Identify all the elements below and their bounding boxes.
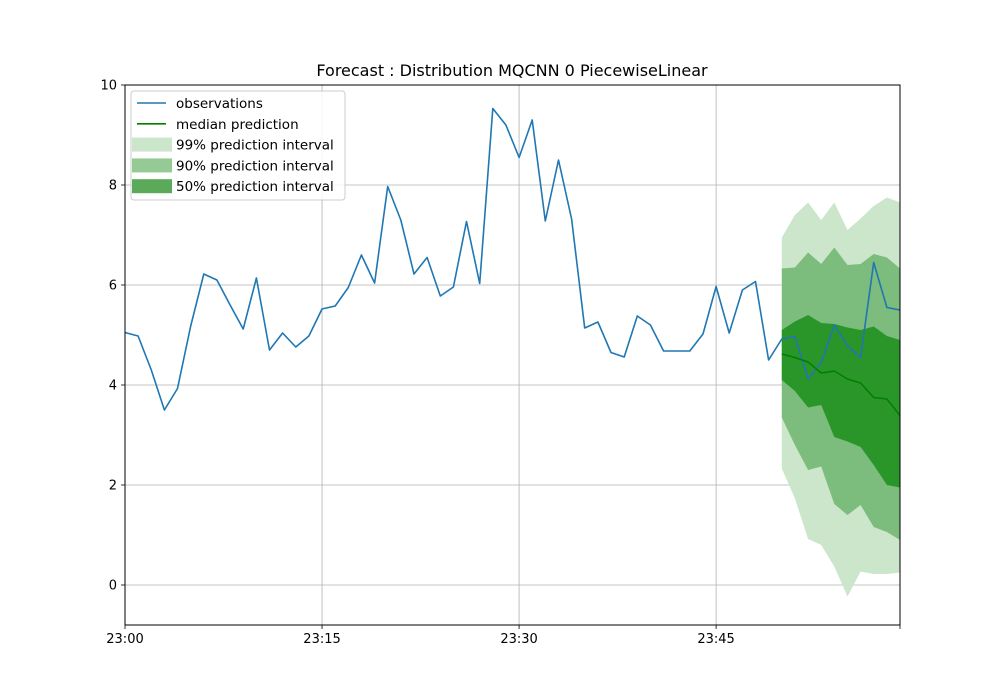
legend-label: median prediction bbox=[176, 117, 299, 133]
axes: 0 2 4 6 8 10 23:00 23:15 23:30 23:45 bbox=[100, 79, 901, 647]
observations-layer bbox=[124, 107, 901, 411]
legend-swatch-patch bbox=[132, 137, 172, 152]
x-tick-label: 23:15 bbox=[303, 632, 340, 647]
band-50-layer bbox=[781, 315, 900, 488]
y-tick-label: 10 bbox=[100, 79, 117, 94]
legend-label: 90% prediction interval bbox=[176, 158, 334, 174]
legend: observations median prediction 99% predict… bbox=[130, 90, 346, 201]
median-layer bbox=[781, 353, 901, 416]
legend-swatch-patch bbox=[132, 158, 172, 173]
y-tick-label: 4 bbox=[109, 379, 117, 394]
legend-label: observations bbox=[176, 96, 263, 112]
y-tick-label: 6 bbox=[109, 279, 117, 294]
x-tick-label: 23:00 bbox=[106, 632, 143, 647]
legend-swatch-patch bbox=[132, 179, 172, 194]
median-prediction-line bbox=[781, 353, 901, 416]
legend-box bbox=[130, 90, 346, 201]
y-tick-label: 2 bbox=[109, 479, 117, 494]
chart-title: Forecast : Distribution MQCNN 0 Piecewis… bbox=[316, 61, 708, 80]
plot-frame bbox=[124, 84, 901, 626]
legend-label: 50% prediction interval bbox=[176, 179, 334, 195]
observations-line bbox=[124, 107, 901, 411]
x-tick-label: 23:45 bbox=[697, 632, 734, 647]
band-50-interval bbox=[781, 315, 900, 488]
x-tick-label: 23:30 bbox=[500, 632, 537, 647]
legend-label: 99% prediction interval bbox=[176, 138, 334, 154]
y-tick-label: 0 bbox=[109, 579, 117, 594]
y-tick-label: 8 bbox=[109, 179, 117, 194]
